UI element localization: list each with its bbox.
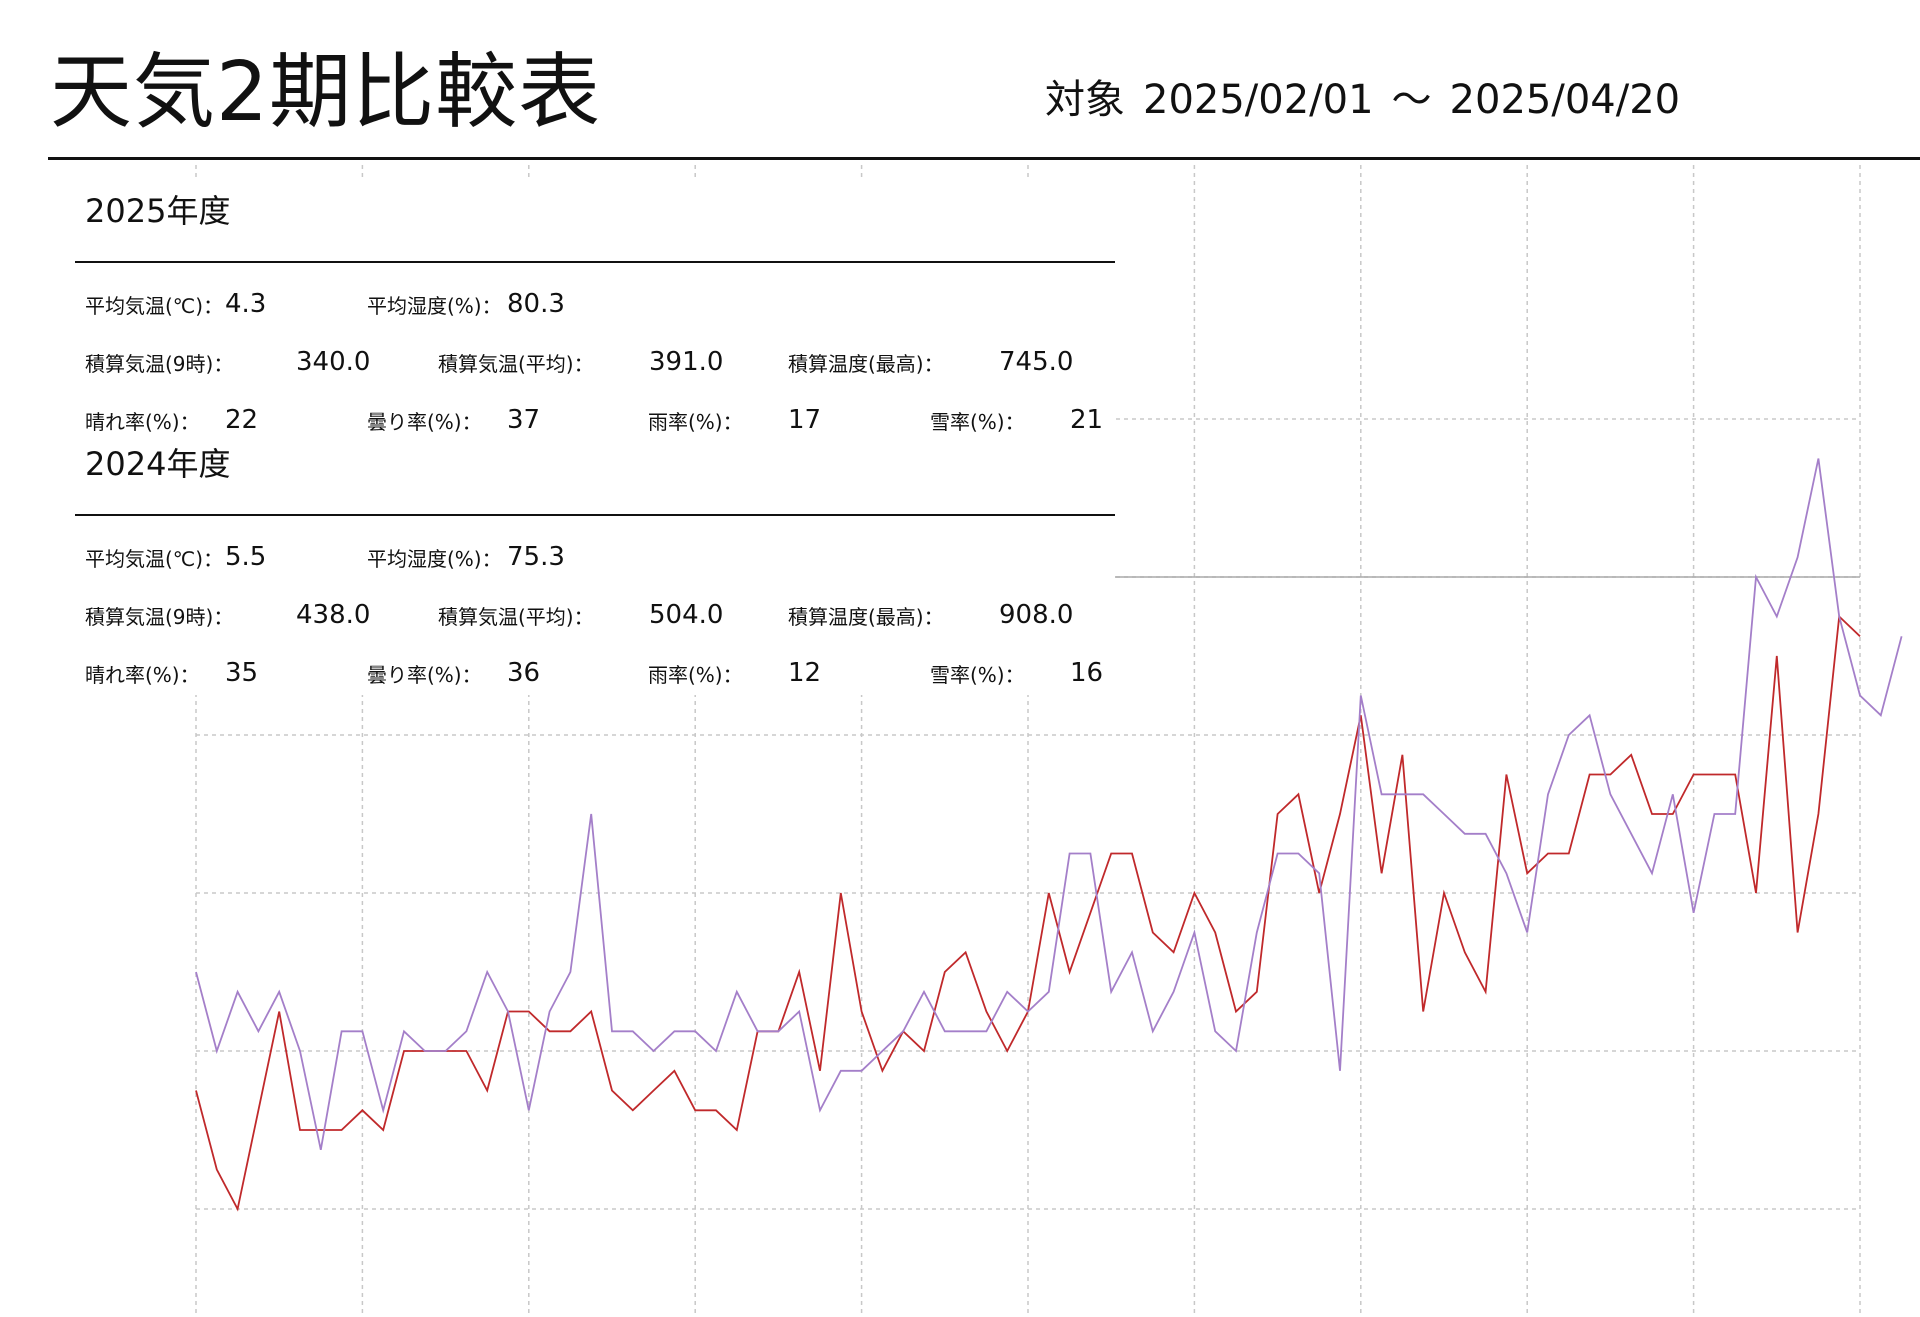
cloudy-rate-label: 曇り率(%)： (367, 663, 482, 687)
stats-panel: 2025年度 平均気温(℃)： 4.3 平均湿度(%)： 80.3 積算気温(9時)… (75, 180, 1115, 695)
acc-temp-9-stat: 積算気温(9時)： 340.0 (85, 349, 370, 376)
acc-temp-avg-stat: 積算気温(平均)： 391.0 (438, 349, 723, 376)
rain-rate-stat: 雨率(%)： 17 (648, 407, 821, 434)
chart-series (195, 458, 1903, 1212)
sunny-rate-label: 晴れ率(%)： (85, 663, 200, 687)
avg-temp-label: 平均気温(℃)： (85, 294, 224, 318)
avg-temp-value: 5.5 (225, 542, 267, 572)
avg-humidity-label: 平均湿度(%)： (367, 547, 502, 571)
avg-humidity-value: 75.3 (507, 542, 565, 572)
rain-rate-value: 17 (788, 405, 822, 435)
acc-temp-avg-label: 積算気温(平均)： (438, 352, 594, 376)
acc-temp-avg-value: 504.0 (649, 600, 724, 630)
acc-temp-avg-value: 391.0 (649, 347, 724, 377)
acc-temp-avg-stat: 積算気温(平均)： 504.0 (438, 602, 723, 629)
cloudy-rate-value: 37 (507, 405, 541, 435)
period-end-date: 2025/04/20 (1449, 77, 1681, 123)
acc-temp-9-value: 340.0 (296, 347, 371, 377)
acc-temp-avg-label: 積算気温(平均)： (438, 605, 594, 629)
page-title: 天気2期比較表 (50, 45, 602, 140)
year-divider (75, 514, 1115, 516)
period-separator: 〜 (1391, 77, 1432, 123)
cloudy-rate-stat: 曇り率(%)： 36 (367, 660, 540, 687)
target-period: 対象 2025/02/01 〜 2025/04/20 (1045, 80, 1680, 120)
sunny-rate-stat: 晴れ率(%)： 35 (85, 660, 258, 687)
acc-temp-max-stat: 積算温度(最高)： 745.0 (788, 349, 1073, 376)
year-title: 2025年度 (85, 192, 231, 230)
title-divider (48, 157, 1920, 160)
snow-rate-label: 雪率(%)： (930, 663, 1025, 687)
year-title: 2024年度 (85, 445, 231, 483)
cloudy-rate-label: 曇り率(%)： (367, 410, 482, 434)
rain-rate-stat: 雨率(%)： 12 (648, 660, 821, 687)
acc-temp-max-label: 積算温度(最高)： (788, 605, 944, 629)
period-start-date: 2025/02/01 (1143, 77, 1374, 123)
year-divider (75, 261, 1115, 263)
snow-rate-value: 16 (1070, 658, 1104, 688)
series-line-1 (195, 458, 1903, 1150)
acc-temp-9-label: 積算気温(9時)： (85, 605, 234, 629)
rain-rate-value: 12 (788, 658, 822, 688)
sunny-rate-label: 晴れ率(%)： (85, 410, 200, 434)
acc-temp-max-value: 745.0 (999, 347, 1074, 377)
acc-temp-max-stat: 積算温度(最高)： 908.0 (788, 602, 1073, 629)
sunny-rate-value: 22 (225, 405, 259, 435)
acc-temp-9-stat: 積算気温(9時)： 438.0 (85, 602, 370, 629)
avg-temp-stat: 平均気温(℃)： 5.5 (85, 544, 266, 571)
snow-rate-label: 雪率(%)： (930, 410, 1025, 434)
acc-temp-max-value: 908.0 (999, 600, 1074, 630)
period-label: 対象 (1045, 77, 1125, 123)
avg-temp-stat: 平均気温(℃)： 4.3 (85, 291, 266, 318)
snow-rate-value: 21 (1070, 405, 1104, 435)
snow-rate-stat: 雪率(%)： 21 (930, 407, 1103, 434)
avg-humidity-label: 平均湿度(%)： (367, 294, 502, 318)
cloudy-rate-stat: 曇り率(%)： 37 (367, 407, 540, 434)
rain-rate-label: 雨率(%)： (648, 663, 743, 687)
acc-temp-9-label: 積算気温(9時)： (85, 352, 234, 376)
avg-temp-label: 平均気温(℃)： (85, 547, 224, 571)
avg-temp-value: 4.3 (225, 289, 267, 319)
avg-humidity-stat: 平均湿度(%)： 75.3 (367, 544, 565, 571)
acc-temp-9-value: 438.0 (296, 600, 371, 630)
cloudy-rate-value: 36 (507, 658, 541, 688)
sunny-rate-value: 35 (225, 658, 259, 688)
rain-rate-label: 雨率(%)： (648, 410, 743, 434)
snow-rate-stat: 雪率(%)： 16 (930, 660, 1103, 687)
acc-temp-max-label: 積算温度(最高)： (788, 352, 944, 376)
avg-humidity-stat: 平均湿度(%)： 80.3 (367, 291, 565, 318)
avg-humidity-value: 80.3 (507, 289, 565, 319)
sunny-rate-stat: 晴れ率(%)： 22 (85, 407, 258, 434)
